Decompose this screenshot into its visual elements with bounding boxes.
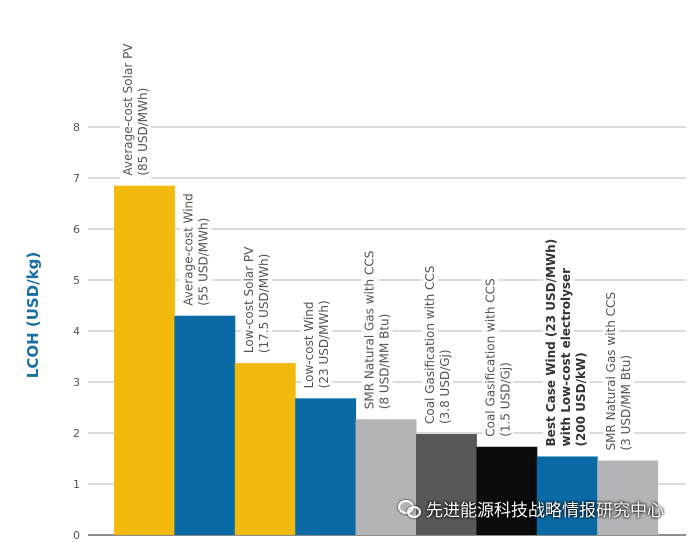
label-background xyxy=(120,38,136,180)
bar-label-line: Average-cost Solar PV xyxy=(121,43,135,176)
bar-label-line: (3 USD/MM Btu) xyxy=(619,355,633,451)
bar-label-line: Low-cost Solar PV xyxy=(242,246,256,353)
bar-label: Low-cost Solar PV (17.5 USD/MWh) xyxy=(240,241,272,358)
label-background xyxy=(497,358,514,441)
bar-label: SMR Natural Gas with CCS (8 USD/MM Btu) xyxy=(361,246,393,414)
label-background xyxy=(437,345,453,429)
y-tick-label: 7 xyxy=(73,172,80,185)
y-tick-label: 8 xyxy=(73,121,80,134)
bar-label: Coal Gasification with CCS (3.8 USD/Gj) xyxy=(422,261,453,429)
y-tick-label: 2 xyxy=(73,427,80,440)
label-background xyxy=(542,234,559,451)
bar-label-line: SMR Natural Gas with CCS xyxy=(363,251,377,410)
label-background xyxy=(240,241,257,358)
bar xyxy=(174,315,236,535)
label-background xyxy=(361,246,378,414)
y-tick-label: 6 xyxy=(73,223,80,236)
bar-label: Average-cost Wind (55 USD/MWh) xyxy=(180,189,212,310)
label-background xyxy=(135,83,151,180)
label-background xyxy=(482,274,499,441)
bar-label-line: SMR Natural Gas with CCS xyxy=(604,292,618,451)
y-tick-label: 1 xyxy=(73,478,80,491)
y-tick-label: 0 xyxy=(73,529,80,542)
bar-label-line: (3.8 USD/Gj) xyxy=(438,349,452,424)
bar xyxy=(114,185,175,535)
bar-label-line: (23 USD/MWh) xyxy=(317,300,331,388)
bar xyxy=(597,460,659,535)
y-tick-label: 5 xyxy=(73,274,80,287)
y-tick-label: 4 xyxy=(73,325,80,338)
label-background xyxy=(376,309,393,414)
bar-label-line: Coal Gasification with CCS xyxy=(423,266,437,424)
label-background xyxy=(572,348,589,451)
bar-label-line: (1.5 USD/Gj) xyxy=(498,362,512,437)
bar-label-line: (200 USD/kW) xyxy=(574,352,588,446)
bar xyxy=(536,456,598,535)
bar xyxy=(476,446,538,535)
watermark-text: 先进能源科技战略情报研究中心 xyxy=(426,501,664,521)
bar xyxy=(416,434,477,535)
bar-label-line: (85 USD/MWh) xyxy=(136,88,150,176)
wechat-icon xyxy=(398,499,421,518)
bar-label-line: (55 USD/MWh) xyxy=(196,218,210,306)
bar-label-line: with Low-cost electrolyser xyxy=(559,268,573,447)
label-background xyxy=(618,350,635,455)
bar-label-line: Coal Gasification with CCS xyxy=(483,278,497,436)
bar-label: SMR Natural Gas with CCS (3 USD/MM Btu) xyxy=(603,287,635,455)
bar-label-line: (17.5 USD/MWh) xyxy=(257,254,271,353)
label-background xyxy=(422,261,438,429)
label-background xyxy=(557,263,574,451)
label-background xyxy=(316,296,333,393)
bar-label: Best Case Wind (23 USD/MWh) with Low-cost… xyxy=(542,234,589,451)
y-axis-label: LCOH (USD/kg) xyxy=(24,252,42,378)
y-tick-label: 3 xyxy=(73,376,80,389)
bar-label-line: Low-cost Wind xyxy=(302,301,316,388)
label-background xyxy=(180,189,197,310)
bar xyxy=(295,398,357,535)
label-background xyxy=(255,249,272,358)
bar-label-line: Average-cost Wind xyxy=(181,193,195,305)
bar-label: Average-cost Solar PV (85 USD/MWh) xyxy=(120,38,151,180)
watermark: 先进能源科技战略情报研究中心 xyxy=(398,496,664,521)
label-background xyxy=(603,287,620,455)
bar-label-line: Best Case Wind (23 USD/MWh) xyxy=(544,239,558,447)
label-background xyxy=(195,213,212,310)
bar xyxy=(234,363,296,535)
bar-label: Coal Gasification with CCS (1.5 USD/Gj) xyxy=(482,274,514,441)
bar-label: Low-cost Wind (23 USD/MWh) xyxy=(301,296,333,393)
bar-label-line: (8 USD/MM Btu) xyxy=(378,314,392,410)
label-background xyxy=(301,297,318,393)
bar xyxy=(355,419,417,535)
